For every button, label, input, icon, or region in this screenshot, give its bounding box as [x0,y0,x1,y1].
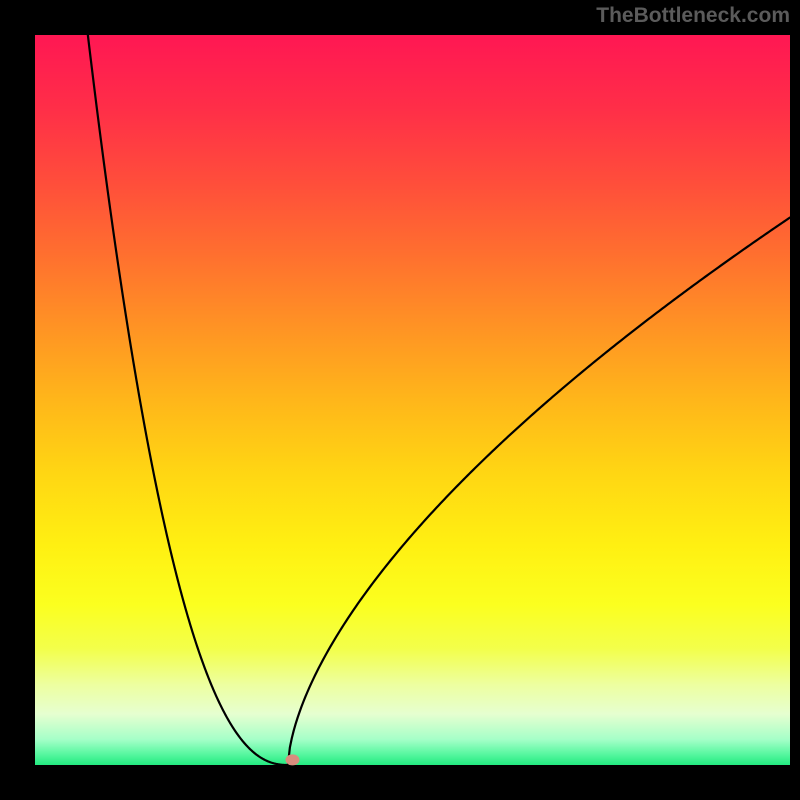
bottleneck-chart: TheBottleneck.com [0,0,800,800]
optimum-marker [285,754,299,765]
chart-svg [0,0,800,800]
plot-background-gradient [35,35,790,765]
watermark-text: TheBottleneck.com [596,4,790,28]
